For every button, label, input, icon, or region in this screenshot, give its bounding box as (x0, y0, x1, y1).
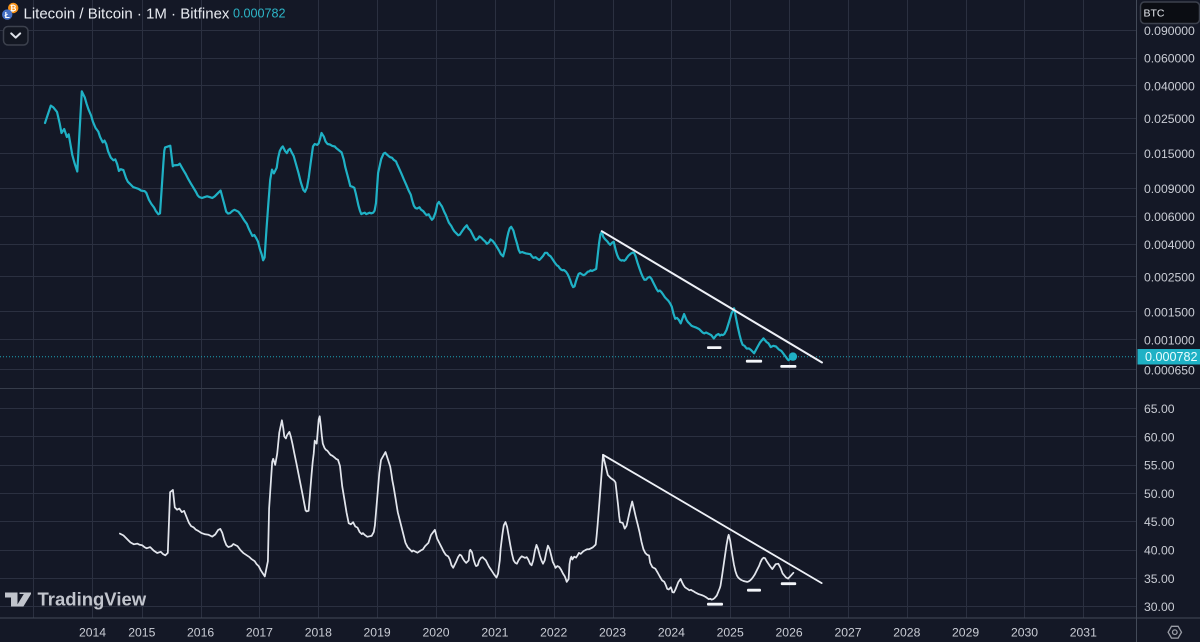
svg-text:2030: 2030 (1011, 625, 1038, 639)
svg-text:0.060000: 0.060000 (1144, 52, 1195, 66)
svg-text:TradingView: TradingView (38, 589, 147, 610)
svg-text:0.040000: 0.040000 (1144, 79, 1195, 93)
svg-text:40.00: 40.00 (1144, 544, 1175, 558)
svg-text:0.006000: 0.006000 (1144, 210, 1195, 224)
svg-text:2014: 2014 (79, 625, 106, 639)
svg-text:0.001500: 0.001500 (1144, 306, 1195, 320)
svg-text:Ł: Ł (5, 10, 10, 20)
svg-text:2022: 2022 (540, 625, 567, 639)
svg-text:0.002500: 0.002500 (1144, 270, 1195, 284)
svg-text:2015: 2015 (128, 625, 155, 639)
svg-text:0.001000: 0.001000 (1144, 333, 1195, 347)
svg-text:0.015000: 0.015000 (1144, 147, 1195, 161)
svg-text:30.00: 30.00 (1144, 600, 1175, 614)
svg-text:2029: 2029 (952, 625, 979, 639)
svg-text:2018: 2018 (305, 625, 332, 639)
svg-text:50.00: 50.00 (1144, 487, 1175, 501)
svg-text:0.004000: 0.004000 (1144, 238, 1195, 252)
svg-text:60.00: 60.00 (1144, 430, 1175, 444)
svg-text:65.00: 65.00 (1144, 402, 1175, 416)
svg-text:Litecoin / Bitcoin · 1M · Bitf: Litecoin / Bitcoin · 1M · Bitfinex (24, 6, 230, 23)
svg-text:₿: ₿ (10, 4, 17, 13)
svg-text:2025: 2025 (717, 625, 744, 639)
svg-text:2020: 2020 (422, 625, 449, 639)
svg-text:2031: 2031 (1070, 625, 1097, 639)
svg-text:2024: 2024 (658, 625, 685, 639)
svg-text:2023: 2023 (599, 625, 626, 639)
svg-text:45.00: 45.00 (1144, 515, 1175, 529)
svg-text:BTC: BTC (1144, 8, 1165, 20)
svg-text:2016: 2016 (187, 625, 214, 639)
svg-text:0.000782: 0.000782 (1145, 350, 1198, 364)
svg-text:0.000782: 0.000782 (233, 7, 286, 21)
svg-text:55.00: 55.00 (1144, 459, 1175, 473)
svg-text:2026: 2026 (776, 625, 803, 639)
svg-text:0.090000: 0.090000 (1144, 24, 1195, 38)
svg-text:35.00: 35.00 (1144, 572, 1175, 586)
svg-text:2019: 2019 (364, 625, 391, 639)
svg-text:2028: 2028 (893, 625, 920, 639)
svg-text:2021: 2021 (481, 625, 508, 639)
svg-text:0.000650: 0.000650 (1144, 363, 1195, 377)
svg-text:2027: 2027 (834, 625, 861, 639)
svg-text:2017: 2017 (246, 625, 273, 639)
svg-text:0.025000: 0.025000 (1144, 112, 1195, 126)
svg-text:0.009000: 0.009000 (1144, 182, 1195, 196)
